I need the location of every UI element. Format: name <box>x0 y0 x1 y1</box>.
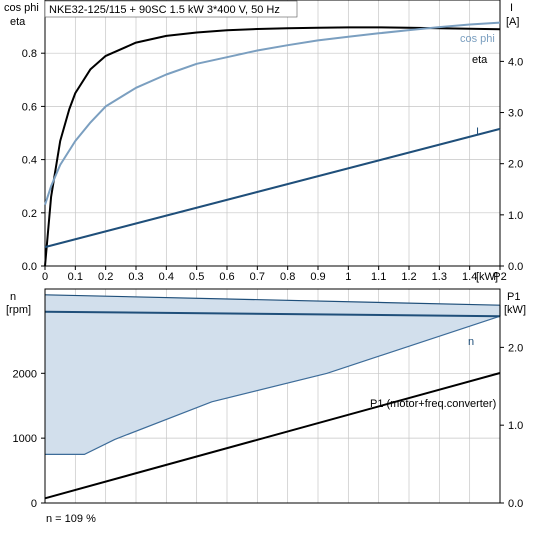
bottom-left-y-tick-label: 0 <box>31 498 37 510</box>
speed-curve <box>44 310 501 318</box>
top-x-tick-label: 0.1 <box>68 271 83 283</box>
speed-range-lower-edge <box>45 315 501 455</box>
series-label-p1: P1 (motor+freq.converter) <box>370 398 496 410</box>
top-left-y-tick-label: 0.4 <box>22 155 37 167</box>
cosphi-curve <box>44 21 501 206</box>
top-x-tick-label: 1.2 <box>401 271 416 283</box>
top-x-tick-label: P2 <box>493 271 506 283</box>
chart-title-box <box>44 0 298 18</box>
speed-percentage-note: n = 109 % <box>46 513 96 525</box>
speed-range-area <box>45 294 500 455</box>
top-x-tick-label: 1.1 <box>371 271 386 283</box>
bottom-left-y-ticks: 0 1000 2000 <box>13 368 45 510</box>
bottom-left-axis-unit-rpm: [rpm] <box>6 304 31 316</box>
left-axis-label-cosphi: cos phi <box>4 2 39 14</box>
bottom-chart-series <box>44 294 501 500</box>
top-left-y-tick-label: 0.0 <box>22 261 37 273</box>
top-x-tick-label: 0.5 <box>189 271 204 283</box>
top-left-y-ticks: 0.0 0.2 0.4 0.6 0.8 <box>22 48 45 273</box>
top-right-y-tick-label: 0.0 <box>508 261 523 273</box>
top-right-y-tick-label: 4.0 <box>508 56 523 68</box>
bottom-chart-frame <box>44 288 501 504</box>
right-axis-label-i: I <box>510 2 513 14</box>
top-chart-grid <box>45 0 501 266</box>
bottom-left-y-tick-label: 1000 <box>13 433 37 445</box>
bottom-right-y-tick-label: 2.0 <box>508 342 523 354</box>
top-x-tick-label: 0.7 <box>250 271 265 283</box>
top-x-tick-label: 0.2 <box>98 271 113 283</box>
right-axis-unit-a: [A] <box>506 16 519 28</box>
series-label-eta: eta <box>472 54 488 66</box>
top-chart-series <box>44 21 501 267</box>
top-x-tick-label: 1.4 <box>462 271 477 283</box>
top-left-y-tick-label: 0.2 <box>22 208 37 220</box>
top-x-tick-label: 1 <box>345 271 351 283</box>
left-axis-label-eta: eta <box>10 16 26 28</box>
top-right-y-tick-label: 3.0 <box>508 108 523 120</box>
top-right-y-ticks: 0.0 1.0 2.0 3.0 4.0 <box>500 56 523 273</box>
top-x-tick-label: 1.3 <box>432 271 447 283</box>
speed-range-upper-edge <box>44 294 501 306</box>
top-x-tick-label: 0 <box>42 271 48 283</box>
eta-curve <box>44 26 501 267</box>
top-right-y-tick-label: 2.0 <box>508 159 523 171</box>
bottom-right-y-tick-label: 0.0 <box>508 498 523 510</box>
top-chart: 0 0.1 0.2 0.3 0.4 0.5 0.6 0.7 0.8 0.9 1 1.1 1.2 1.3 1.… <box>4 0 523 283</box>
bottom-right-axis-label-p1: P1 <box>507 291 520 303</box>
top-x-tick-label: 0.3 <box>128 271 143 283</box>
series-label-current: I <box>476 126 479 138</box>
top-left-y-tick-label: 0.6 <box>22 101 37 113</box>
top-right-y-tick-label: 1.0 <box>508 210 523 222</box>
top-x-tick-label: 0.8 <box>280 271 295 283</box>
bottom-left-y-tick-label: 2000 <box>13 368 37 380</box>
top-chart-frame <box>44 0 501 267</box>
top-x-ticks: 0 0.1 0.2 0.3 0.4 0.5 0.6 0.7 0.8 0.9 1 1.1 1.2 1.3 1.… <box>42 266 507 283</box>
bottom-left-axis-label-n: n <box>10 291 16 303</box>
bottom-chart: 0 1000 2000 0.0 1.0 2.0 n [rpm] P1 [kW] n P1… <box>6 288 526 525</box>
top-x-tick-label: 0.6 <box>219 271 234 283</box>
current-line <box>44 127 501 249</box>
bottom-right-axis-unit-kw: [kW] <box>504 304 526 316</box>
top-left-y-tick-label: 0.8 <box>22 48 37 60</box>
series-label-n: n <box>468 336 474 348</box>
power-input-line <box>44 372 501 500</box>
bottom-right-y-tick-label: 1.0 <box>508 420 523 432</box>
chart-title: NKE32-125/115 + 90SC 1.5 kW 3*400 V, 50 … <box>49 4 280 16</box>
bottom-right-y-ticks: 0.0 1.0 2.0 <box>500 342 523 510</box>
series-label-cosphi: cos phi <box>460 33 495 45</box>
top-x-tick-label: 0.9 <box>310 271 325 283</box>
x-axis-unit-kw: [kW] <box>476 271 498 283</box>
top-x-tick-label: 0.4 <box>159 271 174 283</box>
